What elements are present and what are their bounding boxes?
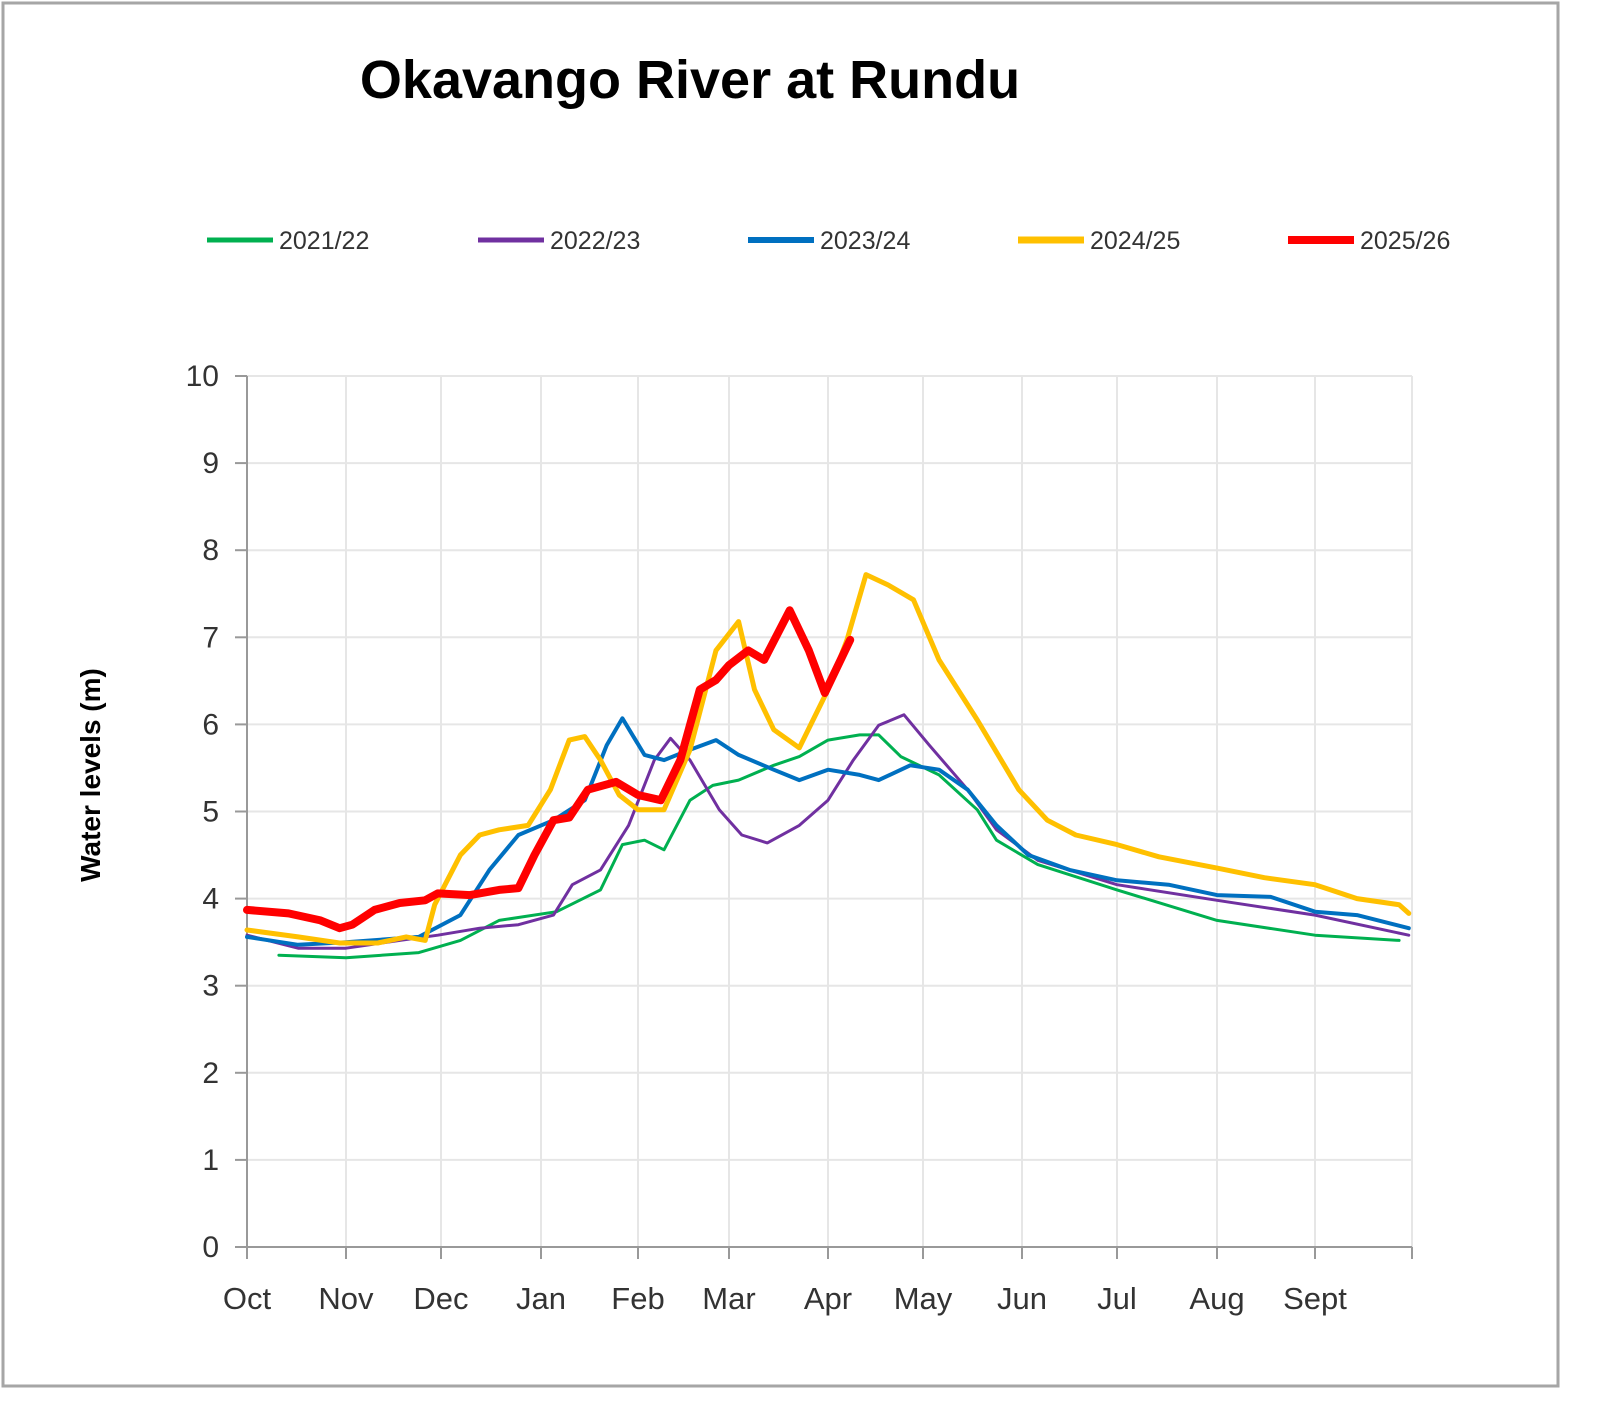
series-line-2022-23: [245, 713, 1411, 950]
x-tick-label: Nov: [318, 1281, 374, 1316]
x-tick-label: Jan: [516, 1281, 566, 1316]
x-tick-label: Jun: [997, 1281, 1047, 1316]
y-axis-label: Water levels (m): [75, 668, 106, 882]
legend-label: 2024/25: [1090, 227, 1180, 255]
x-tick-label: Jul: [1097, 1281, 1137, 1316]
series-line-2025-26: [243, 606, 855, 933]
x-tick-label: May: [894, 1281, 953, 1316]
y-tick-label: 3: [202, 970, 219, 1003]
y-tick-label: 9: [202, 447, 219, 480]
x-tick-label: Dec: [413, 1281, 468, 1316]
y-tick-label: 8: [202, 534, 219, 567]
y-tick-label: 10: [186, 360, 219, 393]
legend-label: 2023/24: [820, 227, 910, 255]
y-tick-label: 5: [202, 796, 219, 829]
x-tick-label: Feb: [611, 1281, 664, 1316]
series-line-2023-24: [245, 716, 1411, 947]
x-tick-label: Apr: [804, 1281, 852, 1316]
y-tick-label: 2: [202, 1057, 219, 1090]
grid: [247, 375, 1413, 1247]
series-line-2021-22: [277, 733, 1401, 960]
series-group: [243, 572, 1412, 960]
y-tick-label: 1: [202, 1144, 219, 1177]
x-tick-label: Sept: [1283, 1281, 1347, 1316]
x-tick-label: Mar: [702, 1281, 755, 1316]
legend: 2021/22 2022/23 2023/24 2024/25 2025/26: [207, 227, 1450, 255]
x-tick-label: Aug: [1189, 1281, 1244, 1316]
legend-label: 2022/23: [550, 227, 640, 255]
x-tick-label: Oct: [223, 1281, 272, 1316]
legend-label: 2021/22: [279, 227, 369, 255]
y-tick-label: 7: [202, 621, 219, 654]
y-tick-label: 0: [202, 1231, 219, 1264]
chart-frame: [1, 1, 1560, 1388]
y-tick-label: 4: [202, 883, 219, 916]
chart-title: Okavango River at Rundu: [360, 50, 1020, 110]
axes: 0 1 2 3 4 5 6 7 8 9 10 Oct Nov Dec Jan Feb Mar Apr May Jun J…: [186, 360, 1413, 1316]
legend-label: 2025/26: [1360, 227, 1450, 255]
y-tick-label: 6: [202, 708, 219, 741]
